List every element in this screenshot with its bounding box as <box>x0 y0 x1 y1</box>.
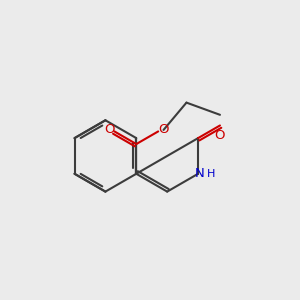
Text: O: O <box>158 123 169 136</box>
Text: N: N <box>195 167 204 180</box>
Text: H: H <box>206 169 215 179</box>
Text: O: O <box>105 123 115 136</box>
Text: O: O <box>215 129 225 142</box>
